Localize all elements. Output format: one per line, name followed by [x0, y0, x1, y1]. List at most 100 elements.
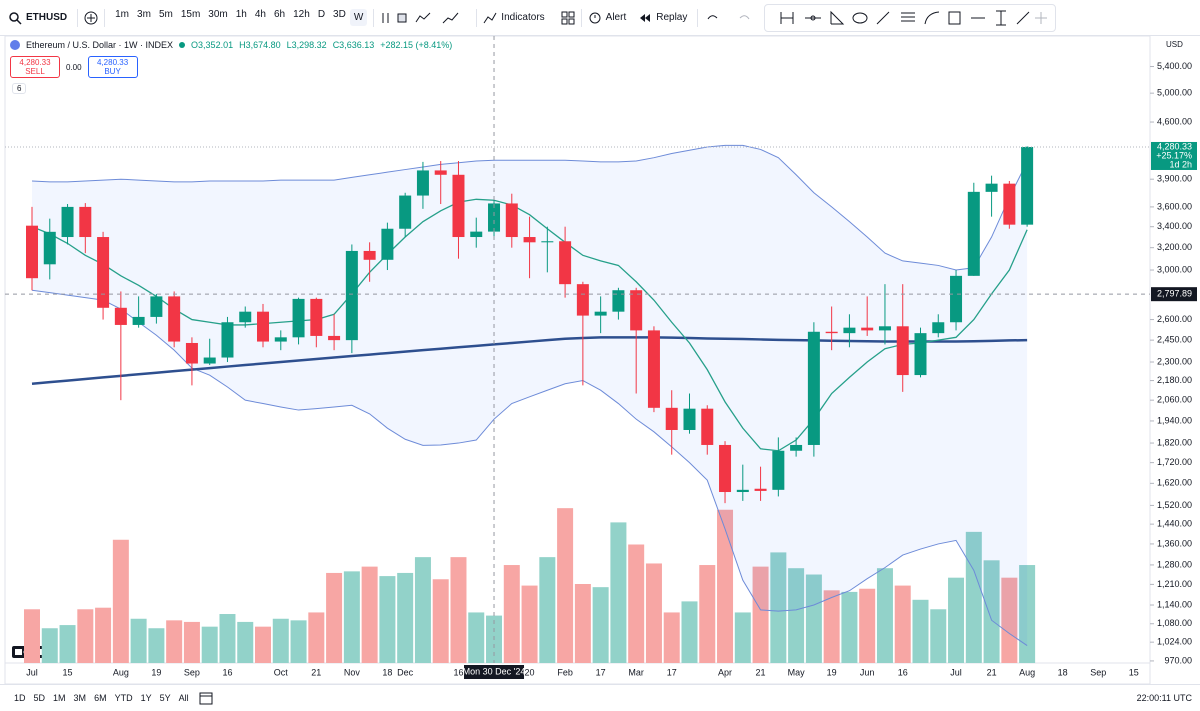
candle-body — [150, 296, 163, 317]
currency[interactable]: USD — [1166, 40, 1183, 49]
indicators-button[interactable]: Indicators — [501, 12, 545, 23]
volume-bar — [681, 601, 698, 663]
replay-button[interactable]: Replay — [656, 12, 688, 23]
interval-button[interactable]: 12h — [293, 9, 310, 20]
drawing-tools[interactable] — [764, 3, 1057, 32]
volume-bar — [805, 574, 822, 663]
volume-bar — [255, 626, 272, 663]
trade-panel: 4,280.33 SELL 0.00 4,280.33 BUY — [10, 56, 138, 78]
interval-button[interactable]: 30m — [208, 9, 228, 20]
volume-bar — [272, 618, 289, 663]
range-button[interactable]: 1Y — [140, 693, 152, 703]
volume-bar — [539, 557, 556, 663]
volume-bar — [965, 531, 982, 663]
indicators-icon[interactable] — [483, 11, 497, 25]
x-tick-label: Dec — [397, 667, 414, 677]
close-value: C3,636.13 — [332, 40, 375, 50]
add-symbol[interactable] — [84, 11, 98, 25]
candle-body — [363, 250, 376, 260]
x-tick-label: 15 — [63, 667, 73, 677]
volume-bar — [24, 609, 40, 663]
interval-group: 1m 3m 5m 15m 30m 1h 4h 6h 12h D 3D W — [111, 9, 368, 26]
interval-button[interactable]: 4h — [254, 9, 266, 20]
candle-body — [576, 284, 589, 316]
interval-button[interactable]: W — [349, 9, 368, 26]
volume-bar — [663, 612, 680, 663]
interval-button[interactable]: 3D — [333, 9, 346, 20]
range-button[interactable]: 1M — [53, 693, 66, 703]
y-tick-label: 1,520.00 — [1157, 500, 1192, 510]
separator — [373, 8, 375, 27]
replay-icon[interactable] — [638, 11, 652, 25]
x-tick-label: Jul — [26, 667, 38, 677]
range-button[interactable]: 5Y — [159, 693, 171, 703]
volume-bar — [503, 565, 520, 663]
volume-bar — [361, 566, 378, 663]
volume-bar — [912, 599, 929, 663]
candle-body — [861, 327, 874, 331]
symbol[interactable]: ETHUSD — [26, 12, 68, 23]
x-tick-label: Jun — [860, 667, 875, 677]
volume-bar — [610, 522, 627, 663]
x-tick-label: 16 — [453, 667, 463, 677]
volume-bar — [290, 620, 307, 663]
range-button[interactable]: 5D — [33, 693, 46, 703]
interval-button[interactable]: 5m — [158, 9, 173, 20]
buy-button[interactable]: 4,280.33 BUY — [87, 56, 138, 78]
candle-body — [754, 488, 767, 491]
x-tick-label: 18 — [1058, 667, 1068, 677]
range-button[interactable]: YTD — [114, 693, 133, 703]
alert-button[interactable]: Alert — [605, 12, 627, 23]
candle-body — [878, 326, 891, 331]
volume-bar — [95, 607, 112, 663]
range-button[interactable]: 6M — [94, 693, 107, 703]
search-icon[interactable] — [8, 11, 22, 25]
x-tick-label: Aug — [113, 667, 129, 677]
symbol-title: Ethereum / U.S. Dollar · 1W · INDEX — [26, 40, 174, 50]
compare-icon[interactable] — [440, 10, 470, 26]
sell-price: 4,280.33 — [19, 58, 51, 67]
interval-button[interactable]: 1m — [115, 9, 130, 20]
volume-bar — [592, 587, 609, 663]
undo-redo[interactable] — [704, 11, 754, 25]
crosshair-price-box — [1151, 287, 1197, 302]
x-tick-label: Feb — [557, 667, 573, 677]
candle-body — [647, 330, 660, 408]
market-status — [179, 42, 186, 48]
buy-label: BUY — [104, 67, 121, 76]
volume-bar — [859, 588, 876, 663]
date-range-icon[interactable] — [199, 691, 213, 705]
candle-body — [1021, 146, 1034, 225]
volume-bar — [326, 572, 343, 663]
indicator-line — [31, 336, 1028, 386]
x-tick-label: Oct — [274, 667, 289, 677]
candle-body — [310, 298, 323, 336]
range-button[interactable]: All — [178, 693, 189, 703]
y-tick-label: 1,080.00 — [1157, 618, 1192, 628]
indicator-toggle[interactable]: 6 — [12, 83, 27, 94]
chart-style-icons[interactable] — [380, 10, 440, 26]
interval-button[interactable]: 1h — [235, 9, 247, 20]
symbol-logo — [10, 40, 20, 50]
range-button[interactable]: 1D — [14, 693, 26, 703]
low-value: L3,298.32 — [286, 40, 327, 50]
volume-bar — [308, 612, 325, 663]
interval-button[interactable]: D — [317, 9, 326, 20]
candle-body — [434, 170, 447, 175]
sell-button[interactable]: 4,280.33 SELL — [10, 56, 60, 78]
range-group: 1D 5D 1M 3M 6M YTD 1Y 5Y All — [0, 693, 193, 703]
interval-button[interactable]: 15m — [180, 9, 201, 20]
y-tick-label: 3,000.00 — [1157, 264, 1192, 274]
candle-body — [896, 326, 909, 376]
candle-body — [97, 237, 110, 308]
interval-button[interactable]: 6h — [274, 9, 286, 20]
crosshair-price: 2,797.89 — [1157, 289, 1192, 299]
last-price: 4,280.33 — [1157, 141, 1192, 151]
x-tick-label: 20 — [525, 667, 535, 677]
range-button[interactable]: 3M — [73, 693, 87, 703]
templates-icon[interactable] — [561, 11, 575, 25]
candle-body — [114, 307, 127, 325]
alert-icon[interactable] — [588, 11, 602, 25]
interval-button[interactable]: 3m — [137, 9, 151, 20]
candle-body — [292, 298, 305, 338]
